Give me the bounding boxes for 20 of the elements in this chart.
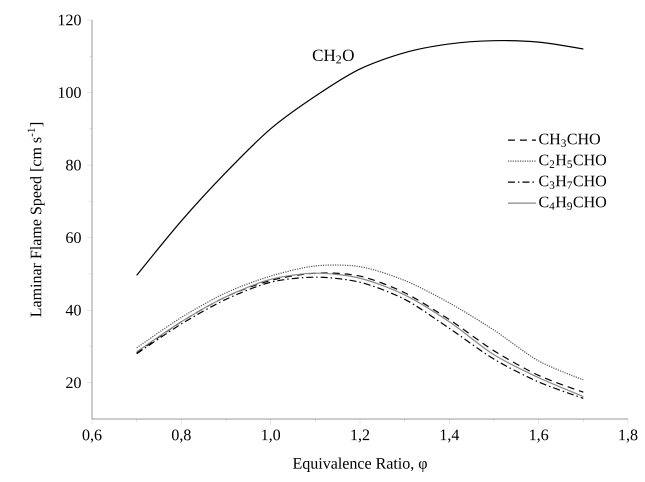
legend-label: C$_{4}$H$_{9}$CHO <box>539 196 606 210</box>
x-tick-label: 1,8 <box>619 430 638 443</box>
x-tick-label: 0,6 <box>82 430 102 443</box>
y-tick-label: 40 <box>66 304 81 316</box>
legend-label: CH$_{3}$CHO <box>539 134 600 147</box>
y-tick-label: 80 <box>66 160 81 170</box>
y-tick-label: 20 <box>66 377 81 388</box>
legend-label: C$_{3}$H$_{7}$CHO <box>539 176 606 189</box>
x-tick-label: 1,6 <box>530 430 548 443</box>
y-tick-label: 100 <box>58 87 81 98</box>
series-label: CH$_{2}$O <box>312 50 354 64</box>
y-tick-label: 60 <box>66 232 81 244</box>
y-axis-title: Laminar Flame Speed [cm s$^{-1}$] <box>28 122 45 317</box>
x-axis-title: Equivalence Ratio, φ <box>292 458 427 472</box>
y-tick-label: 120 <box>58 14 81 26</box>
legend-label: C$_{2}$H$_{5}$CHO <box>539 154 606 168</box>
x-tick-label: 1,0 <box>262 430 280 443</box>
x-tick-label: 1,4 <box>440 430 460 443</box>
x-tick-label: 0,8 <box>172 430 191 443</box>
x-tick-label: 1,2 <box>351 430 370 443</box>
